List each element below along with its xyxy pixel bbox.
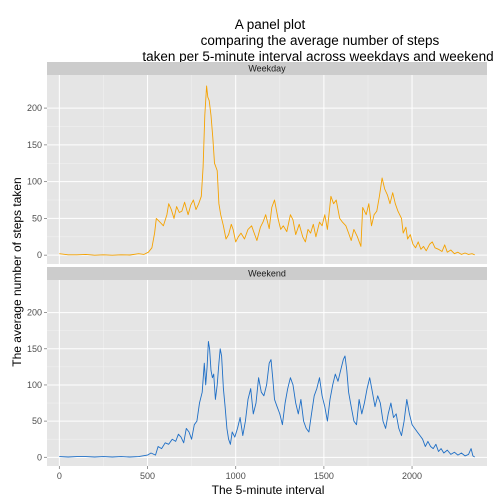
y-tick-label: 200	[27, 103, 42, 113]
strip-background	[47, 267, 487, 280]
y-tick-label: 0	[37, 250, 42, 260]
panel-background	[47, 75, 487, 264]
x-tick-label: 1500	[314, 471, 334, 481]
x-tick-label: 500	[140, 471, 155, 481]
chart-title: A panel plot comparing the average numbe…	[142, 17, 493, 64]
y-tick-label: 100	[27, 177, 42, 187]
panel-weekday: Weekday 0 50 100 150 200	[27, 62, 487, 264]
title-line-1: A panel plot	[235, 17, 306, 32]
title-line-2: comparing the average number of steps	[201, 33, 440, 48]
title-line-3: taken per 5-minute interval across weekd…	[142, 49, 493, 64]
x-tick-label: 1000	[226, 471, 246, 481]
strip-label: Weekend	[248, 269, 286, 279]
y-tick-label: 50	[32, 213, 42, 223]
strip-background	[47, 62, 487, 75]
y-axis-title: The average number of steps taken	[10, 177, 24, 366]
y-tick-label: 200	[27, 308, 42, 318]
x-axis: 0 500 1000 1500 2000	[57, 466, 422, 481]
strip-label: Weekday	[248, 64, 286, 74]
x-tick-label: 0	[57, 471, 62, 481]
y-tick-label: 50	[32, 416, 42, 426]
series-line-weekday	[59, 85, 475, 256]
x-tick-label: 2000	[402, 471, 422, 481]
panel-background	[47, 280, 487, 466]
panel-weekend: Weekend 0 50 100 150 200	[27, 267, 487, 466]
y-tick-label: 150	[27, 344, 42, 354]
facet-panels: Weekday 0 50 100 150 200 Weekend 0 50 100 150 200	[27, 62, 487, 466]
y-tick-label: 0	[37, 452, 42, 462]
x-axis-title: The 5-minute interval	[212, 483, 325, 497]
y-tick-label: 150	[27, 140, 42, 150]
y-tick-label: 100	[27, 380, 42, 390]
series-line-weekend	[59, 341, 475, 458]
